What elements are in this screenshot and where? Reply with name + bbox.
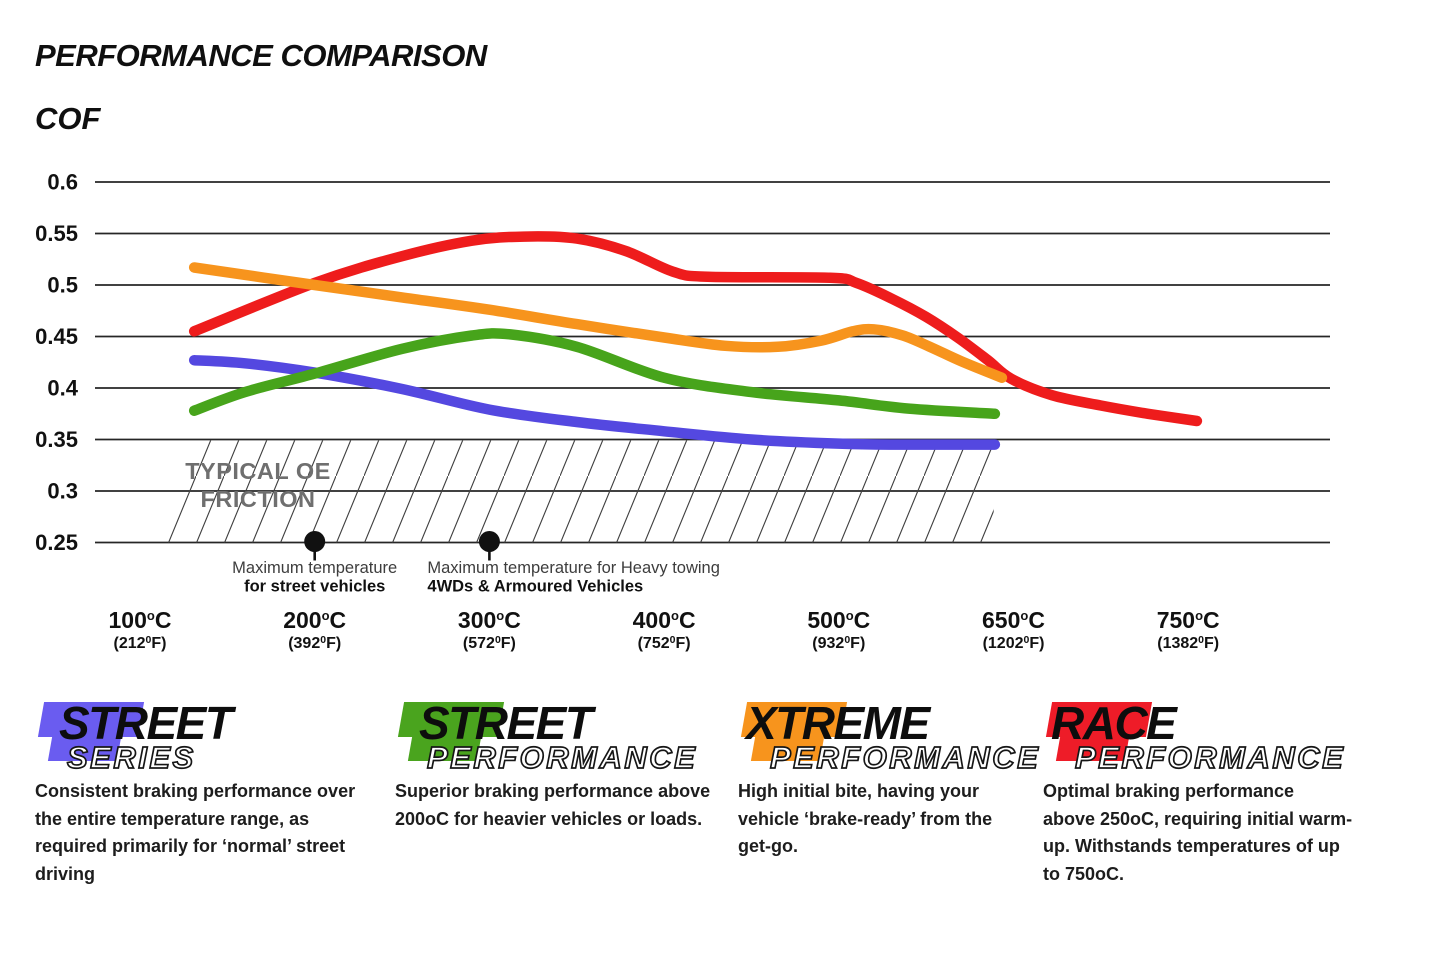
max-temp-annotation: for street vehicles [244, 578, 385, 596]
max-temp-marker-dot [478, 531, 500, 552]
x-tick-label-fahrenheit: (12020F) [983, 634, 1045, 652]
x-tick-label-fahrenheit: (3920F) [288, 634, 341, 652]
cof-performance-chart: 0.6 0.55 0.5 0.45 0.4 0.35 0.3 0.25 TYPICAL OEFR… [35, 170, 1330, 652]
x-tick-label-fahrenheit: (13820F) [1157, 634, 1219, 652]
y-tick-label: 0.55 [35, 221, 78, 246]
x-tick-label-fahrenheit: (7520F) [638, 634, 691, 652]
x-tick-label-celsius: 100oC [109, 607, 172, 633]
xtreme-performance-logo: XTREME PERFORMANCE [738, 697, 1041, 776]
oe-friction-label: TYPICAL OE [185, 458, 331, 484]
logo-word-main: XTREME [746, 697, 930, 749]
street-performance-logo: STREET PERFORMANCE [395, 697, 730, 776]
oe-friction-region [158, 440, 994, 543]
x-tick-label-celsius: 500oC [807, 607, 870, 633]
y-tick-label: 0.25 [35, 530, 78, 555]
legend-card-race-performance: RACE PERFORMANCE Optimal braking perform… [1043, 697, 1423, 888]
legend-description: Optimal braking performance above 250oC,… [1043, 781, 1353, 884]
logo-word-sub: PERFORMANCE [769, 739, 1041, 776]
logo-word-main: STREET [59, 697, 233, 749]
y-tick-label: 0.4 [47, 376, 78, 401]
logo-word-sub: PERFORMANCE [426, 739, 698, 776]
oe-friction-label: FRICTION [201, 486, 316, 512]
street-performance-line [188, 328, 1001, 420]
street-series-logo: STREET SERIES [35, 697, 385, 776]
y-tick-label: 0.6 [47, 170, 78, 195]
x-tick-label-celsius: 750oC [1157, 607, 1220, 633]
max-temp-annotation: Maximum temperature [232, 559, 397, 577]
y-tick-label: 0.5 [47, 273, 78, 298]
legend-card-xtreme-performance: XTREME PERFORMANCE High initial bite, ha… [738, 697, 1041, 861]
legend-card-street-series: STREET SERIES Consistent braking perform… [35, 697, 385, 888]
xtreme-performance-line [188, 262, 1008, 383]
max-temp-annotation: Maximum temperature for Heavy towing [427, 559, 720, 577]
x-tick-label-celsius: 650oC [982, 607, 1045, 633]
x-tick-label-fahrenheit: (9320F) [812, 634, 865, 652]
x-tick-label-celsius: 200oC [283, 607, 346, 633]
y-axis-label: COF [35, 101, 101, 136]
legend-description: Superior braking performance above 200oC… [395, 781, 711, 829]
x-tick-label-celsius: 400oC [633, 607, 696, 633]
legend-description: High initial bite, having your vehicle ‘… [738, 781, 993, 856]
x-tick-label-celsius: 300oC [458, 607, 521, 633]
x-tick-label-fahrenheit: (5720F) [463, 634, 516, 652]
x-tick-label-fahrenheit: (2120F) [114, 634, 167, 652]
y-tick-label: 0.45 [35, 324, 78, 349]
max-temp-marker-dot [304, 531, 326, 552]
logo-word-sub: SERIES [66, 739, 196, 776]
legend-card-street-performance: STREET PERFORMANCE Superior braking perf… [395, 697, 730, 833]
legend-description: Consistent braking performance over the … [35, 781, 356, 884]
page-title: PERFORMANCE COMPARISON [35, 38, 487, 73]
y-tick-label: 0.35 [35, 427, 78, 452]
max-temp-annotation: 4WDs & Armoured Vehicles [427, 578, 643, 596]
race-performance-line [188, 231, 1203, 427]
y-tick-label: 0.3 [47, 479, 78, 504]
logo-word-sub: PERFORMANCE [1074, 739, 1346, 776]
logo-word-main: RACE [1051, 697, 1177, 749]
logo-word-main: STREET [419, 697, 593, 749]
race-performance-logo: RACE PERFORMANCE [1043, 697, 1423, 776]
